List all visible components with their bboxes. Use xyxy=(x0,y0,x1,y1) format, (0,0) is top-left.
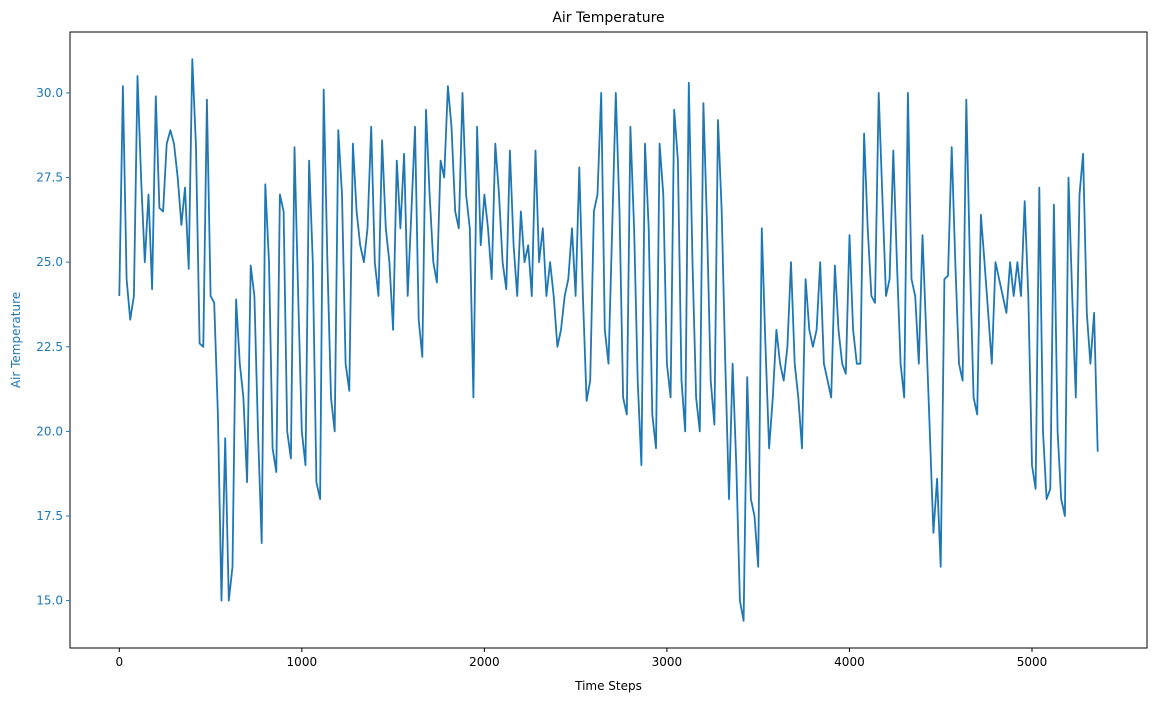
y-tick-label: 30.0 xyxy=(36,86,63,100)
y-tick-label: 15.0 xyxy=(36,594,63,608)
y-tick-label: 27.5 xyxy=(36,171,63,185)
y-axis-title: Air Temperature xyxy=(9,292,23,388)
y-tick-label: 20.0 xyxy=(36,424,63,438)
x-axis-title: Time Steps xyxy=(574,679,642,693)
series-line xyxy=(118,58,1099,622)
x-tick-label: 4000 xyxy=(834,655,865,669)
y-tick-label: 17.5 xyxy=(36,509,63,523)
x-tick-label: 2000 xyxy=(469,655,500,669)
y-axis-ticks: 15.0 17.5 20.0 22.5 25.0 27.5 30.0 xyxy=(36,86,70,608)
plot-frame xyxy=(69,31,1148,649)
y-tick-label: 22.5 xyxy=(36,340,63,354)
chart-title: Air Temperature xyxy=(552,10,664,26)
x-tick-label: 3000 xyxy=(652,655,683,669)
x-tick-label: 0 xyxy=(115,655,123,669)
x-tick-label: 5000 xyxy=(1017,655,1048,669)
x-axis-ticks: 0 1000 2000 3000 4000 5000 xyxy=(115,648,1047,669)
plot-area xyxy=(69,31,1148,649)
y-tick-label: 25.0 xyxy=(36,255,63,269)
x-tick-label: 1000 xyxy=(287,655,318,669)
